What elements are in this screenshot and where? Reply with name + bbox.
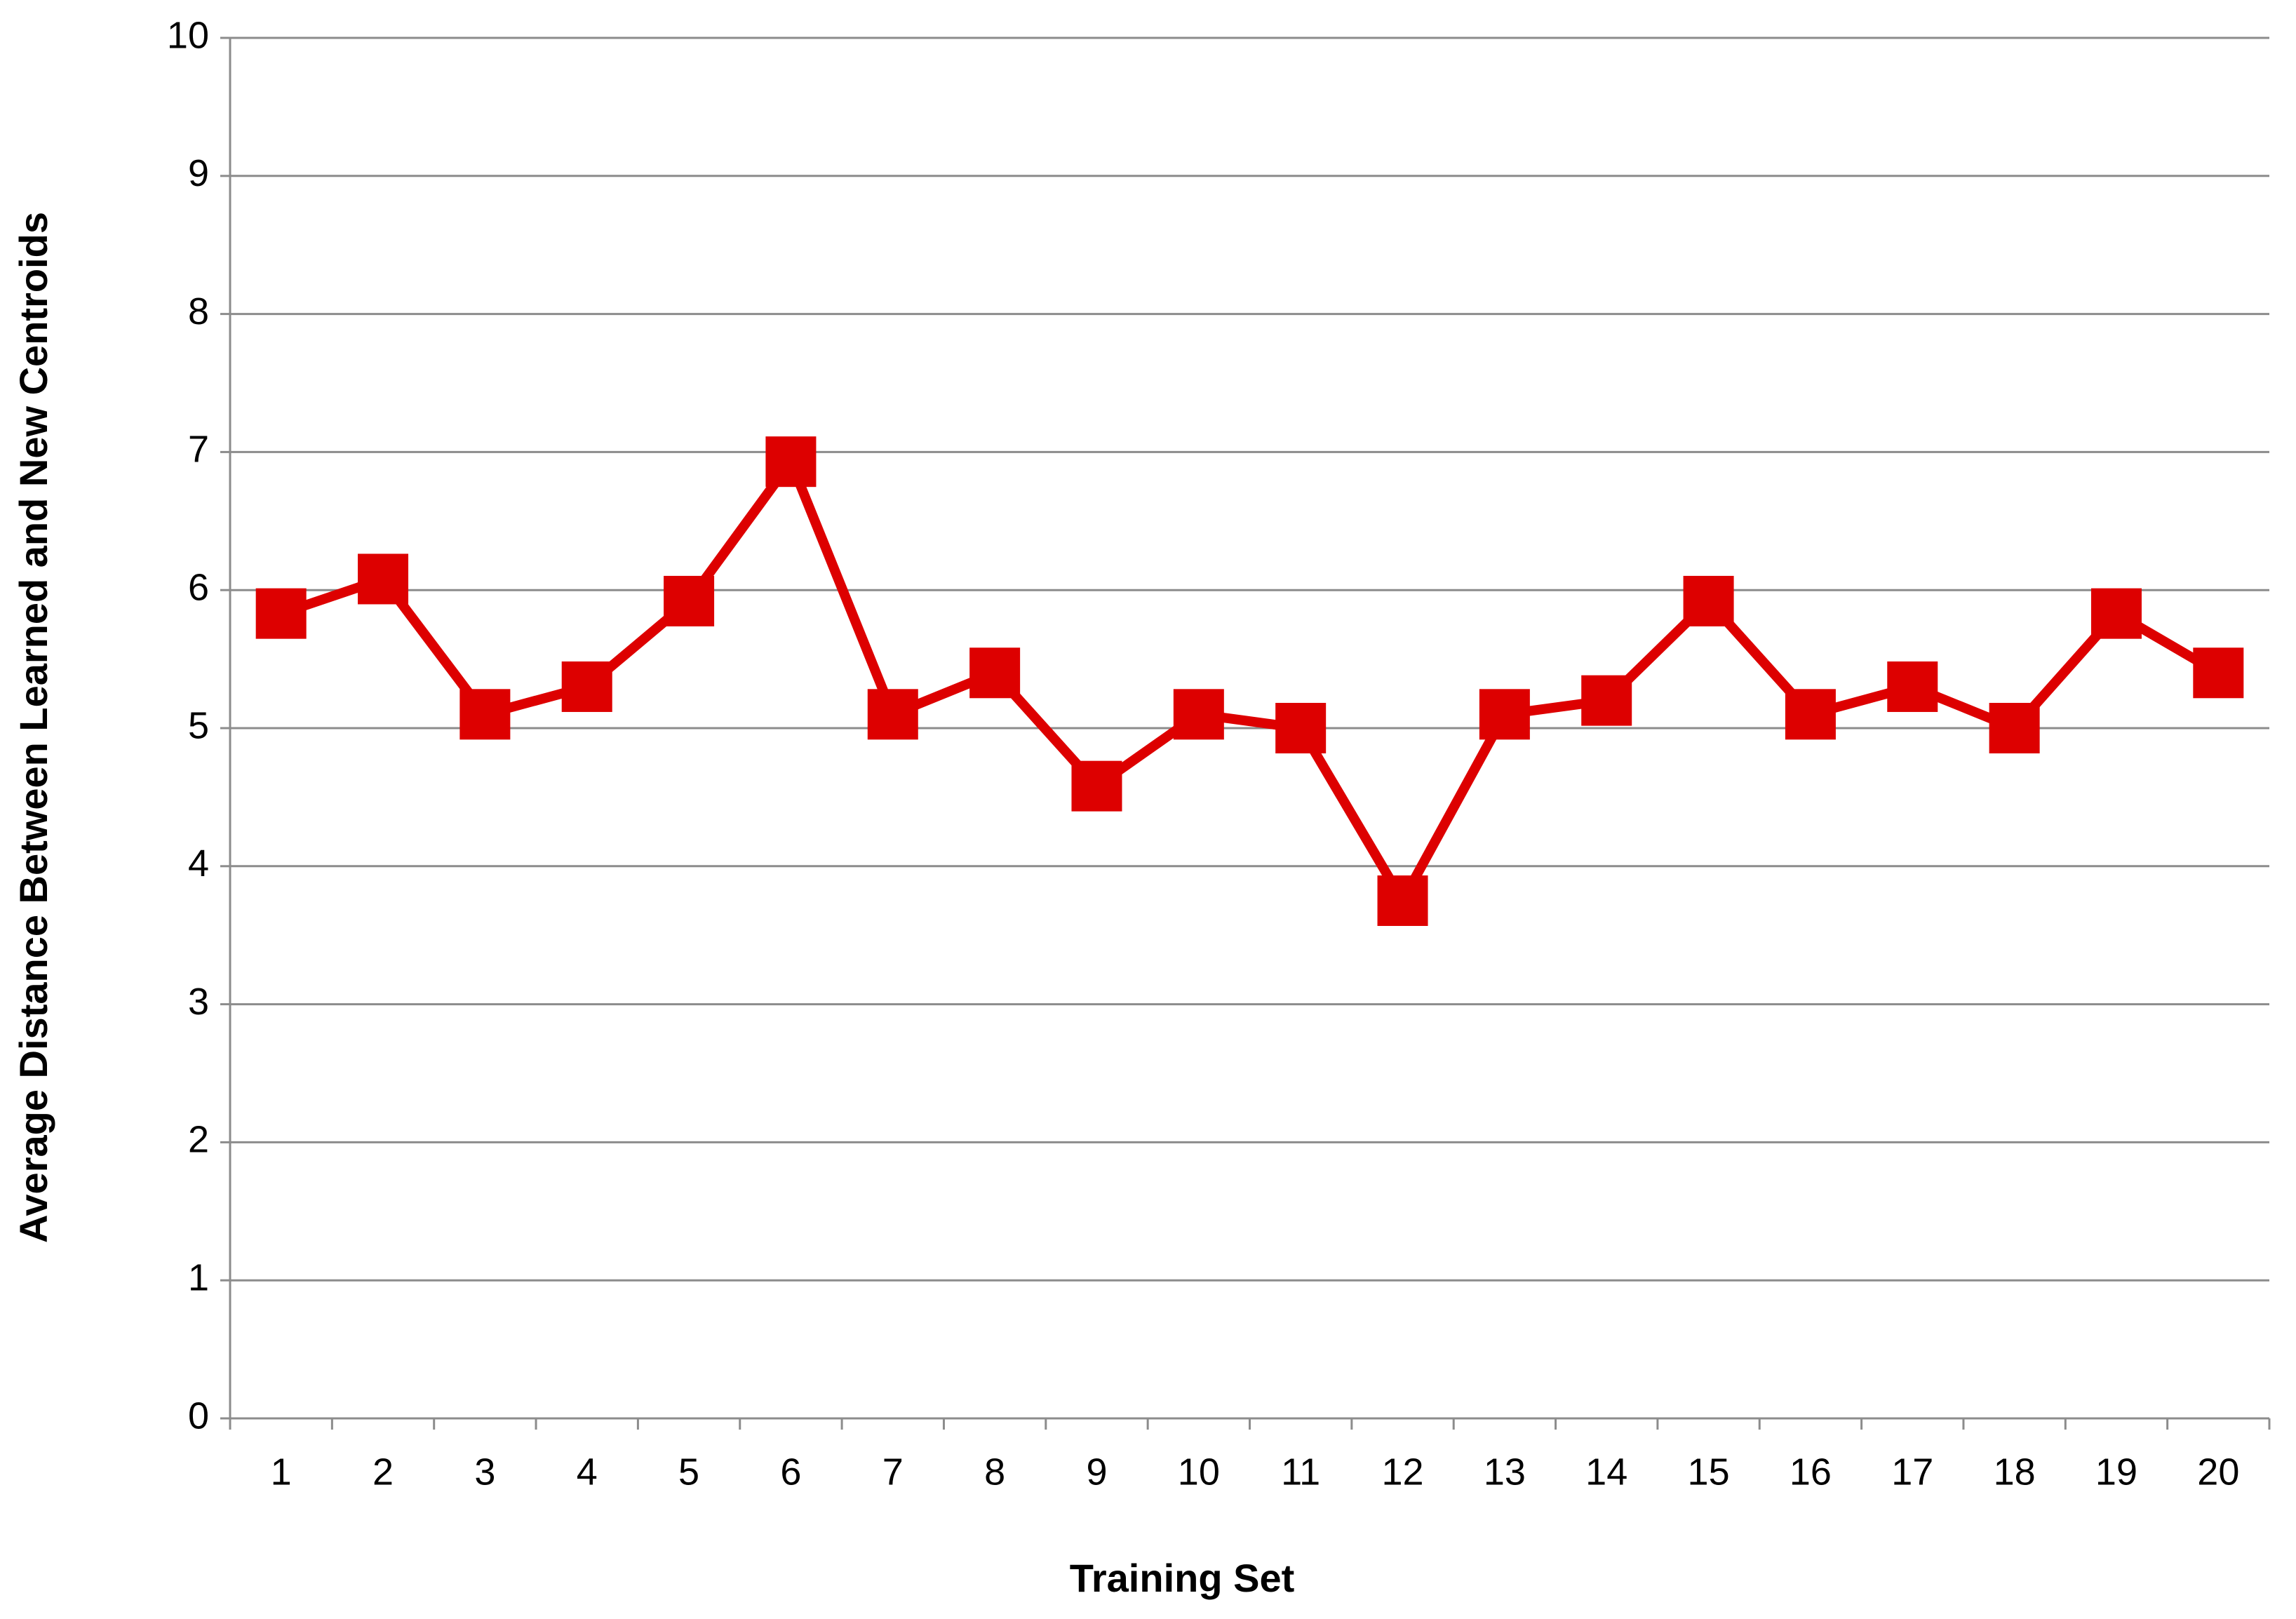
marker: [969, 647, 1021, 699]
x-tick-label: 5: [678, 1451, 699, 1493]
x-tick-label: 3: [474, 1451, 495, 1493]
marker: [2193, 647, 2244, 699]
x-tick-label: 12: [1381, 1451, 1423, 1493]
y-axis-title: Average Distance Between Learned and New…: [11, 212, 55, 1243]
y-tick-label: 2: [188, 1119, 209, 1161]
y-tick-label: 9: [188, 152, 209, 194]
x-tick-label: 9: [1086, 1451, 1107, 1493]
marker: [664, 575, 715, 626]
x-tick-label: 14: [1585, 1451, 1627, 1493]
x-tick-label: 17: [1891, 1451, 1933, 1493]
y-tick-label: 6: [188, 566, 209, 608]
marker: [459, 689, 511, 740]
x-tick-label: 8: [984, 1451, 1005, 1493]
y-tick-label: 0: [188, 1395, 209, 1437]
x-tick-label: 10: [1178, 1451, 1220, 1493]
marker: [255, 588, 307, 639]
x-tick-label: 4: [577, 1451, 598, 1493]
x-tick-label: 1: [271, 1451, 292, 1493]
x-tick-label: 6: [780, 1451, 801, 1493]
x-tick-label: 19: [2095, 1451, 2137, 1493]
marker: [1683, 575, 1734, 626]
marker: [1173, 689, 1224, 740]
marker: [1887, 661, 1938, 712]
y-tick-label: 7: [188, 429, 209, 471]
marker: [1479, 689, 1530, 740]
x-tick-label: 18: [1994, 1451, 2036, 1493]
y-tick-label: 3: [188, 981, 209, 1023]
y-tick-label: 5: [188, 704, 209, 746]
marker: [867, 689, 918, 740]
x-tick-label: 7: [882, 1451, 904, 1493]
marker: [765, 436, 817, 488]
x-tick-label: 11: [1281, 1451, 1320, 1493]
marker: [2090, 588, 2142, 639]
y-tick-label: 10: [167, 14, 209, 56]
y-tick-label: 4: [188, 842, 209, 885]
marker: [1581, 675, 1632, 726]
x-tick-label: 2: [372, 1451, 394, 1493]
marker: [1071, 760, 1122, 812]
y-tick-label: 8: [188, 290, 209, 332]
x-axis-title: Training Set: [1070, 1556, 1295, 1600]
marker: [1785, 689, 1836, 740]
x-tick-label: 20: [2197, 1451, 2239, 1493]
marker: [1275, 703, 1327, 753]
x-tick-label: 15: [1688, 1451, 1730, 1493]
marker: [1377, 875, 1428, 926]
y-tick-label: 1: [188, 1256, 209, 1298]
x-tick-label: 16: [1790, 1451, 1832, 1493]
marker: [1989, 703, 2040, 753]
x-tick-label: 13: [1484, 1451, 1526, 1493]
marker: [561, 661, 612, 712]
marker: [358, 553, 409, 605]
